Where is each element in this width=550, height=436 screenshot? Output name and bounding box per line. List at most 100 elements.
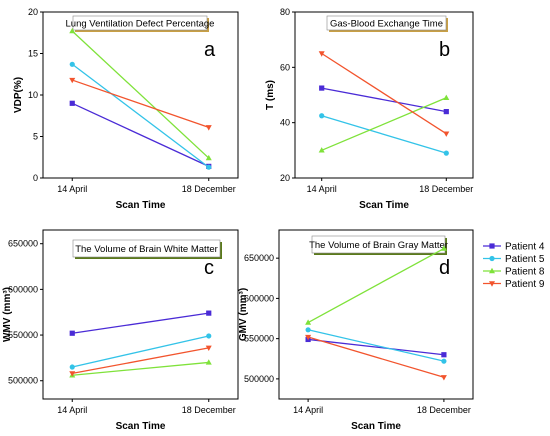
x-tick-label: 14 April bbox=[293, 405, 323, 415]
data-point bbox=[305, 327, 311, 333]
panel-letter: d bbox=[439, 257, 450, 279]
series-line bbox=[72, 312, 209, 334]
y-tick-label: 15 bbox=[28, 49, 38, 59]
x-tick-label: 14 April bbox=[307, 184, 337, 194]
data-point bbox=[206, 333, 212, 339]
x-tick-label: 14 April bbox=[57, 184, 87, 194]
y-tick-label: 650000 bbox=[8, 239, 38, 249]
data-point bbox=[443, 131, 450, 137]
title-box bbox=[311, 235, 446, 254]
data-point bbox=[205, 345, 212, 352]
data-point bbox=[443, 109, 449, 115]
y-tick-label: 500000 bbox=[244, 374, 274, 384]
data-point bbox=[443, 150, 449, 156]
chart-panel-b: 20 40 60 80 14 April 18 December Scan Time T (m… bbox=[265, 7, 474, 211]
chart-title: Gas-Blood Exchange Time bbox=[330, 19, 443, 30]
series-line bbox=[307, 336, 445, 378]
y-tick-label: 600000 bbox=[8, 284, 38, 294]
data-point bbox=[489, 281, 495, 287]
data-point bbox=[441, 358, 447, 364]
title-box bbox=[326, 15, 447, 31]
series-line bbox=[321, 87, 447, 113]
y-tick-label: 550000 bbox=[8, 330, 38, 340]
series-line bbox=[72, 361, 209, 376]
data-point bbox=[69, 371, 76, 377]
data-point bbox=[318, 147, 325, 153]
panel-letter: a bbox=[204, 39, 216, 61]
y-tick-label: 600000 bbox=[244, 293, 274, 303]
series-line bbox=[321, 97, 447, 151]
data-point bbox=[489, 255, 495, 262]
title-box bbox=[72, 239, 221, 258]
chart-panel-a: 0 5 10 15 20 14 April 18 December Scan Time VDP(… bbox=[13, 7, 239, 211]
series-line bbox=[307, 329, 445, 362]
y-tick-label: 20 bbox=[28, 7, 38, 17]
legend-label: Patient 9 bbox=[505, 279, 545, 290]
data-point bbox=[489, 243, 495, 249]
data-point bbox=[443, 94, 450, 100]
chart-panel-d: 500000 550000 600000 650000 14 April 18 Decem… bbox=[238, 229, 474, 432]
chart-title: Lung Ventilation Defect Percentage bbox=[66, 19, 215, 30]
y-tick-label: 0 bbox=[33, 173, 38, 183]
x-axis-label: Scan Time bbox=[116, 200, 166, 211]
y-tick-label: 5 bbox=[33, 132, 38, 142]
series-line bbox=[308, 338, 444, 356]
data-point bbox=[489, 267, 495, 274]
data-point bbox=[206, 310, 212, 316]
series-line bbox=[321, 115, 447, 154]
plot-frame bbox=[278, 229, 474, 400]
series-line bbox=[307, 247, 445, 324]
y-tick-label: 650000 bbox=[244, 253, 274, 263]
y-tick-label: 500000 bbox=[8, 376, 38, 386]
plot-frame bbox=[42, 229, 239, 400]
y-axis-label: VDP(%) bbox=[13, 77, 24, 113]
x-tick-label: 14 April bbox=[57, 405, 87, 415]
y-axis-label: GMV (mm³) bbox=[238, 288, 249, 341]
data-point bbox=[69, 330, 75, 336]
legend-label: Patient 4 bbox=[505, 242, 545, 253]
x-axis-label: Scan Time bbox=[116, 421, 166, 432]
series-line bbox=[71, 30, 210, 159]
x-tick-label: 18 December bbox=[417, 405, 471, 415]
data-point bbox=[440, 245, 447, 251]
series-line bbox=[321, 52, 447, 135]
plot-frame bbox=[294, 11, 474, 179]
panel-letter: c bbox=[204, 257, 214, 279]
panel-letter: b bbox=[439, 39, 450, 61]
series-line bbox=[72, 335, 209, 368]
series-line bbox=[71, 63, 210, 168]
data-point bbox=[205, 359, 212, 365]
data-point bbox=[69, 27, 76, 34]
x-axis-label: Scan Time bbox=[351, 421, 401, 432]
data-point bbox=[205, 125, 212, 131]
data-point bbox=[305, 319, 312, 325]
data-point bbox=[206, 164, 212, 170]
data-point bbox=[69, 100, 75, 106]
y-axis-label: T (ms) bbox=[265, 80, 276, 110]
x-tick-label: 18 December bbox=[419, 184, 473, 194]
y-tick-label: 550000 bbox=[244, 334, 274, 344]
y-tick-label: 40 bbox=[280, 118, 290, 128]
series-line bbox=[71, 102, 210, 167]
chart-title: The Volume of Brain White Matter bbox=[75, 244, 218, 255]
data-point bbox=[69, 77, 76, 84]
legend-label: Patient 8 bbox=[505, 267, 545, 278]
data-point bbox=[319, 85, 325, 91]
data-point bbox=[440, 375, 447, 381]
y-tick-label: 60 bbox=[280, 62, 290, 72]
legend-label: Patient 5 bbox=[505, 254, 545, 265]
x-tick-label: 18 December bbox=[182, 405, 236, 415]
y-axis-label: WMV (mm³) bbox=[2, 287, 13, 342]
data-point bbox=[441, 352, 447, 358]
chart-title: The Volume of Brain Gray Matter bbox=[309, 240, 448, 251]
data-point bbox=[305, 334, 312, 341]
data-point bbox=[318, 51, 325, 57]
data-point bbox=[69, 364, 75, 370]
series-line bbox=[72, 79, 209, 128]
y-tick-label: 10 bbox=[28, 90, 38, 100]
data-point bbox=[319, 113, 325, 119]
title-box bbox=[72, 15, 208, 31]
y-tick-label: 20 bbox=[280, 173, 290, 183]
